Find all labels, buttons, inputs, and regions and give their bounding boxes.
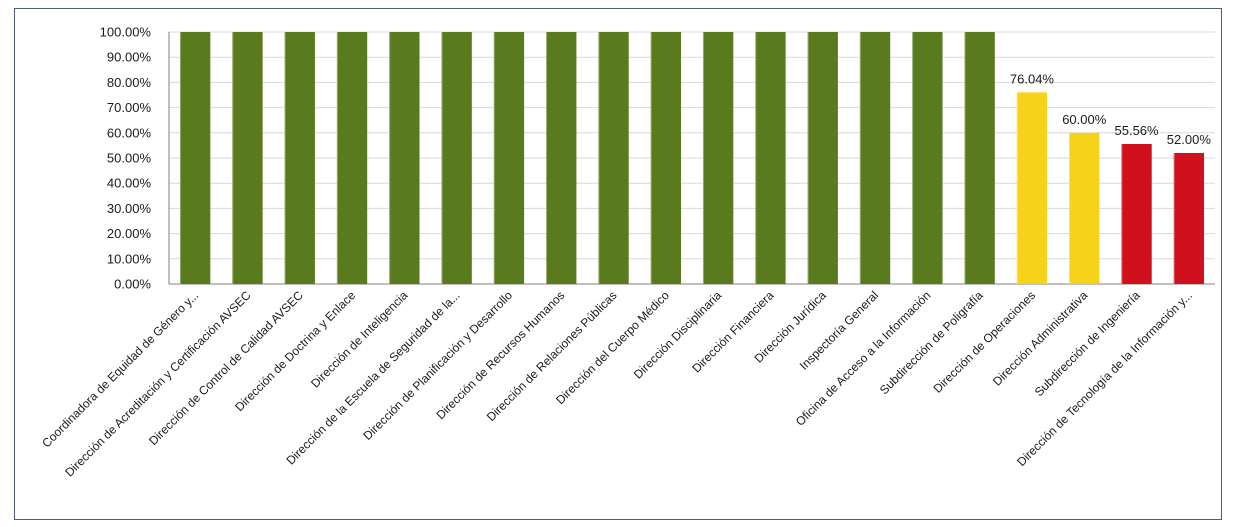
bar xyxy=(179,32,211,284)
bar xyxy=(964,32,995,284)
bar xyxy=(755,32,786,284)
x-tick-label: Subdirección de Ingeniería xyxy=(1032,288,1143,399)
bar xyxy=(912,32,943,284)
bar xyxy=(441,32,472,284)
bar xyxy=(598,32,629,284)
bar xyxy=(1121,143,1152,284)
bar xyxy=(702,32,734,284)
x-tick-label: Dirección Administrativa xyxy=(990,288,1091,389)
y-tick-label: 100.00% xyxy=(100,25,152,40)
data-label: 52.00% xyxy=(1167,132,1212,147)
y-tick-label: 0.00% xyxy=(114,277,151,292)
bar xyxy=(859,32,891,284)
bar xyxy=(650,32,682,284)
chart-frame: 0.00% 10.00% 20.00% 30.00% 40.00% 50.00% 60.00… xyxy=(14,8,1222,520)
bar xyxy=(232,32,263,284)
y-tick-label: 20.00% xyxy=(107,226,152,241)
bar-chart: 0.00% 10.00% 20.00% 30.00% 40.00% 50.00% 60.00… xyxy=(39,25,1215,480)
bar xyxy=(1016,92,1048,284)
x-tick-label: Dirección Disciplinaria xyxy=(631,288,725,382)
y-tick-label: 90.00% xyxy=(107,50,152,65)
y-tick-label: 60.00% xyxy=(107,125,152,140)
bar xyxy=(807,32,838,284)
bar xyxy=(284,32,315,284)
y-tick-label: 80.00% xyxy=(107,75,152,90)
y-tick-label: 70.00% xyxy=(107,100,152,115)
bar xyxy=(546,32,577,284)
bar xyxy=(493,32,525,284)
bar xyxy=(1173,152,1205,284)
data-label: 60.00% xyxy=(1062,112,1107,127)
data-label: 55.56% xyxy=(1115,123,1160,138)
bar xyxy=(1069,132,1100,284)
y-tick-label: 30.00% xyxy=(107,201,152,216)
x-tick-label: Subdirección de Poligrafía xyxy=(877,288,986,397)
x-tick-label: Dirección de Inteligencia xyxy=(308,288,411,391)
x-tick-label: Dirección de Operaciones xyxy=(931,288,1039,396)
bar xyxy=(336,32,368,284)
y-tick-label: 50.00% xyxy=(107,151,152,166)
bar xyxy=(389,32,420,284)
x-tick-label: Dirección de Acreditación y Certificació… xyxy=(62,288,254,480)
y-tick-label: 40.00% xyxy=(107,176,152,191)
data-label: 76.04% xyxy=(1010,71,1055,86)
y-tick-label: 10.00% xyxy=(107,251,152,266)
